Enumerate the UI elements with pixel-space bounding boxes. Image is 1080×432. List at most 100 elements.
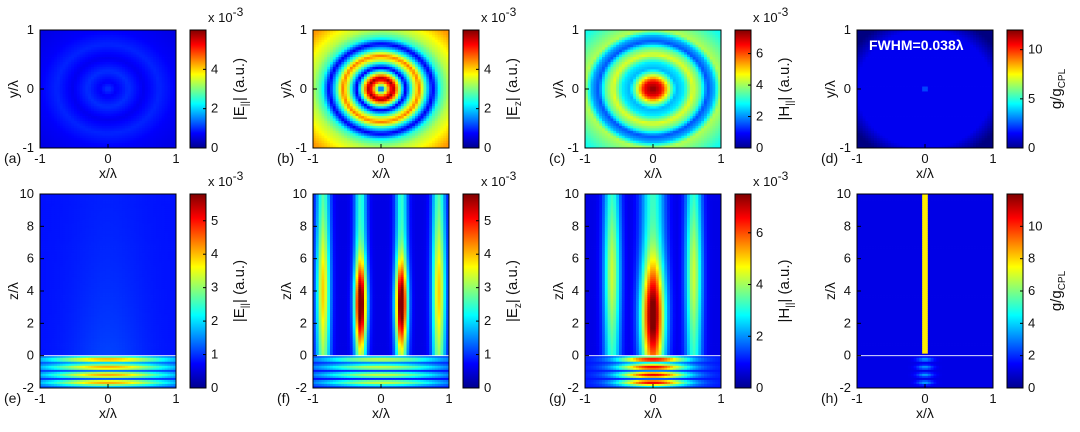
heatmap-cell — [417, 111, 422, 114]
heatmap-cell — [415, 57, 419, 60]
heatmap-cell — [93, 42, 98, 46]
heatmap-cell — [51, 61, 55, 65]
heatmap-cell — [440, 66, 444, 70]
heatmap-cell — [386, 52, 390, 55]
heatmap-cell — [434, 59, 439, 63]
heatmap-cell — [369, 66, 373, 70]
heatmap-cell — [585, 130, 589, 134]
heatmap-cell — [327, 96, 331, 100]
heatmap-cell — [71, 47, 75, 51]
heatmap-cell — [341, 44, 345, 48]
heatmap-cell — [587, 57, 592, 60]
heatmap-cell — [79, 57, 83, 60]
heatmap-cell — [93, 143, 98, 146]
heatmap-cell — [119, 101, 123, 105]
heatmap-cell — [54, 123, 58, 127]
heatmap-cell — [164, 32, 168, 36]
heatmap-cell — [82, 125, 86, 129]
heatmap-cell — [361, 47, 365, 51]
heatmap-cell — [347, 32, 351, 36]
heatmap-cell — [446, 106, 450, 110]
heatmap-cell — [153, 123, 157, 127]
heatmap-cell — [159, 145, 163, 149]
heatmap-cell — [127, 89, 132, 92]
heatmap-cell — [347, 66, 351, 70]
heatmap-cell — [153, 98, 157, 102]
heatmap-cell — [375, 113, 379, 117]
heatmap-cell — [381, 47, 385, 51]
heatmap-cell — [378, 79, 382, 83]
colorbar-exponent: -3 — [506, 5, 517, 19]
heatmap-cell — [335, 61, 339, 65]
panel-label: (b) — [277, 150, 294, 166]
heatmap-cell — [398, 98, 402, 102]
heatmap-cell — [590, 47, 594, 51]
heatmap-cell — [62, 64, 66, 68]
heatmap-cell — [45, 66, 49, 70]
heatmap-cell — [593, 145, 597, 149]
heatmap-cell — [352, 130, 356, 134]
heatmap-cell — [369, 37, 373, 41]
heatmap-cell — [65, 103, 69, 107]
heatmap-cell — [164, 125, 168, 129]
heatmap-cell — [585, 143, 589, 146]
heatmap-cell — [74, 42, 78, 46]
heatmap-cell — [127, 32, 132, 36]
heatmap-cell — [142, 138, 146, 142]
heatmap-cell — [344, 123, 348, 127]
heatmap-cell — [403, 106, 407, 110]
heatmap-cell — [147, 108, 151, 112]
heatmap-cell — [65, 47, 69, 51]
heatmap-cell — [375, 49, 379, 53]
heatmap-cell — [440, 101, 444, 105]
heatmap-cell — [76, 54, 81, 58]
heatmap-cell — [125, 37, 129, 41]
heatmap-cell — [313, 57, 317, 60]
heatmap-cell — [437, 30, 441, 33]
heatmap-cell — [62, 128, 66, 132]
heatmap-cell — [313, 93, 317, 97]
heatmap-cell — [45, 89, 49, 92]
heatmap-cell — [383, 120, 388, 124]
heatmap-cell — [136, 116, 140, 119]
heatmap-cell — [102, 108, 106, 112]
heatmap-cell — [105, 128, 109, 132]
heatmap-cell — [76, 93, 81, 97]
heatmap-cell — [590, 89, 594, 92]
heatmap-cell — [381, 32, 385, 36]
heatmap-cell — [352, 118, 356, 122]
heatmap-cell — [74, 89, 78, 92]
heatmap-cell — [130, 76, 134, 80]
heatmap-cell — [437, 108, 441, 112]
heatmap-cell — [85, 42, 89, 46]
heatmap-cell — [142, 61, 146, 65]
heatmap-cell — [116, 64, 120, 68]
heatmap-cell — [139, 76, 143, 80]
heatmap-cell — [315, 125, 320, 129]
heatmap-cell — [434, 120, 439, 124]
heatmap-cell — [164, 44, 168, 48]
heatmap-cell — [122, 30, 126, 33]
heatmap-cell — [79, 140, 83, 144]
heatmap-cell — [93, 108, 98, 112]
heatmap-cell — [110, 103, 115, 107]
heatmap-cell — [590, 84, 594, 87]
heatmap-cell — [432, 101, 436, 105]
heatmap-cell — [400, 133, 405, 137]
heatmap-cell — [42, 30, 47, 33]
heatmap-cell — [119, 103, 123, 107]
heatmap-cell — [398, 138, 402, 142]
heatmap-cell — [51, 71, 55, 75]
heatmap-cell — [406, 52, 410, 55]
heatmap-cell — [327, 103, 331, 107]
heatmap-cell — [82, 44, 86, 48]
heatmap-cell — [366, 71, 371, 75]
heatmap-cell — [378, 108, 382, 112]
heatmap-cell — [344, 140, 348, 144]
heatmap-cell — [62, 37, 66, 41]
heatmap-cell — [400, 103, 405, 107]
heatmap-cell — [361, 91, 365, 95]
heatmap-cell — [68, 37, 72, 41]
heatmap-cell — [420, 81, 424, 85]
heatmap-cell — [133, 135, 137, 139]
